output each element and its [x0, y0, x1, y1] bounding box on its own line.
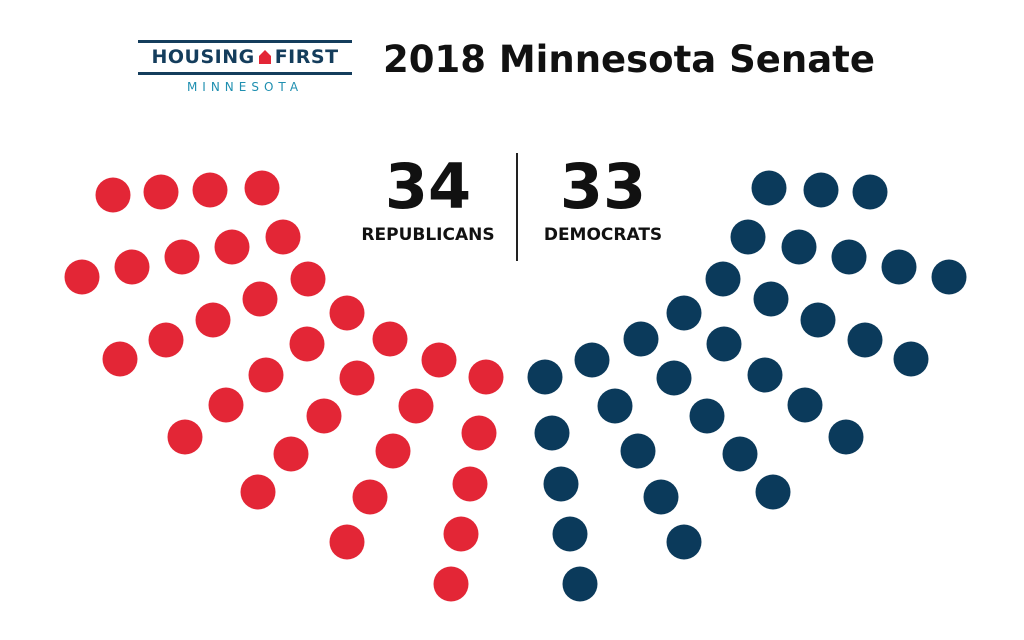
republican-seat	[443, 516, 479, 552]
democrat-seat	[931, 259, 967, 295]
democrat-seat	[597, 388, 633, 424]
republican-seat	[289, 326, 325, 362]
democrat-seat	[643, 479, 679, 515]
republican-seat	[242, 281, 278, 317]
democrat-seat	[562, 566, 598, 602]
republican-count-block: 34 REPUBLICANS	[348, 150, 508, 246]
housing-first-logo: HOUSING FIRST MINNESOTA	[138, 40, 352, 100]
democrat-label: DEMOCRATS	[543, 225, 663, 245]
republican-seat	[143, 174, 179, 210]
democrat-seat	[828, 419, 864, 455]
democrat-seat	[666, 524, 702, 560]
republican-seat	[195, 302, 231, 338]
republican-seat	[290, 261, 326, 297]
republican-seat	[273, 436, 309, 472]
democrat-seat	[803, 172, 839, 208]
democrat-count-block: 33 DEMOCRATS	[528, 150, 678, 246]
republican-seat	[468, 359, 504, 395]
republican-seat	[352, 479, 388, 515]
democrat-seat	[552, 516, 588, 552]
democrat-seat	[831, 239, 867, 275]
democrat-seat	[543, 466, 579, 502]
democrat-seat-count: 33	[559, 150, 647, 223]
democrat-seat	[689, 398, 725, 434]
logo-top-rule	[138, 40, 352, 43]
republican-seat	[265, 219, 301, 255]
democrat-seat	[787, 387, 823, 423]
republican-seat	[244, 170, 280, 206]
republican-seat	[306, 398, 342, 434]
democrat-seat	[534, 415, 570, 451]
logo-bottom-rule	[138, 72, 352, 75]
republican-seat	[329, 524, 365, 560]
democrat-seat	[747, 357, 783, 393]
democrat-seat	[852, 174, 888, 210]
republican-seat	[372, 321, 408, 357]
democrat-seat	[706, 326, 742, 362]
republican-seat	[461, 415, 497, 451]
democrat-seat	[722, 436, 758, 472]
democrat-seat	[751, 170, 787, 206]
republican-seat	[421, 342, 457, 378]
democrat-seat	[620, 433, 656, 469]
chart-title: 2018 Minnesota Senate	[383, 38, 875, 81]
republican-seat	[164, 239, 200, 275]
logo-wordmark: HOUSING FIRST	[138, 46, 352, 68]
democrat-seat	[755, 474, 791, 510]
republican-seat	[398, 388, 434, 424]
democrat-seat	[574, 342, 610, 378]
democrat-seat	[656, 360, 692, 396]
republican-label: REPUBLICANS	[361, 225, 495, 245]
house-icon	[258, 50, 271, 64]
republican-seat-count: 34	[384, 150, 472, 223]
republican-seat	[148, 322, 184, 358]
republican-seat	[452, 466, 488, 502]
republican-seat	[114, 249, 150, 285]
democrat-seat	[893, 341, 929, 377]
republican-seat	[339, 360, 375, 396]
democrat-seat	[781, 229, 817, 265]
republican-seat	[167, 419, 203, 455]
democrat-seat	[527, 359, 563, 395]
logo-subtitle: MINNESOTA	[186, 80, 304, 94]
republican-seat	[214, 229, 250, 265]
logo-word-right: FIRST	[274, 46, 339, 68]
republican-seat	[64, 259, 100, 295]
democrat-seat	[705, 261, 741, 297]
democrat-seat	[800, 302, 836, 338]
republican-seat	[208, 387, 244, 423]
republican-seat	[240, 474, 276, 510]
republican-seat	[248, 357, 284, 393]
count-divider	[516, 153, 518, 261]
republican-seat	[329, 295, 365, 331]
republican-seat	[95, 177, 131, 213]
democrat-seat	[623, 321, 659, 357]
logo-word-left: HOUSING	[151, 46, 255, 68]
democrat-seat	[881, 249, 917, 285]
democrat-seat	[666, 295, 702, 331]
republican-seat	[102, 341, 138, 377]
democrat-seat	[730, 219, 766, 255]
democrat-seat	[847, 322, 883, 358]
democrat-seat	[753, 281, 789, 317]
republican-seat	[192, 172, 228, 208]
republican-seat	[375, 433, 411, 469]
republican-seat	[433, 566, 469, 602]
